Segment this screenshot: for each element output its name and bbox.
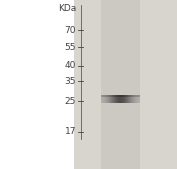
Bar [136,95,137,103]
Bar [105,95,106,97]
Bar [116,95,117,97]
Bar [108,95,109,97]
Bar [111,95,112,103]
Bar [135,95,136,103]
Bar [137,95,138,103]
Bar [106,95,107,103]
Text: 17: 17 [65,127,76,136]
Bar [128,95,129,97]
Bar [122,95,123,97]
Bar [137,95,138,97]
Bar [127,95,128,103]
Bar [118,95,119,97]
Bar [135,95,136,97]
Bar [124,95,125,103]
Bar [125,95,126,97]
Bar [104,95,105,103]
Bar [109,95,110,103]
Bar [124,95,125,97]
Bar [132,95,133,103]
Bar [127,95,128,97]
Bar [107,95,108,97]
Text: 40: 40 [65,61,76,70]
Bar [74,0,177,169]
Bar [128,95,129,103]
Bar [107,95,108,103]
Bar [139,95,140,97]
Bar [104,95,105,97]
Bar [129,95,130,103]
Bar [120,95,121,97]
Bar [126,95,127,97]
Text: 35: 35 [65,77,76,86]
Bar [133,95,134,97]
Bar [119,95,120,103]
Bar [120,95,121,103]
Bar [101,0,140,169]
Bar [102,95,103,97]
Bar [101,95,102,97]
Bar [115,95,116,97]
Bar [131,95,132,103]
Bar [117,95,118,97]
Bar [134,95,135,97]
Bar [118,95,119,103]
Bar [114,95,115,97]
Bar [110,95,111,97]
Text: 70: 70 [65,26,76,35]
Bar [111,95,112,97]
Bar [130,95,131,103]
Bar [123,95,124,97]
Bar [122,95,123,103]
Bar [113,95,114,103]
Bar [125,95,126,103]
Bar [115,95,116,103]
Bar [102,95,103,103]
Text: KDa: KDa [58,4,76,13]
Bar [116,95,117,103]
Text: 25: 25 [65,97,76,106]
Bar [139,95,140,103]
Bar [131,95,132,97]
Bar [105,95,106,103]
Bar [132,95,133,97]
Bar [117,95,118,103]
Bar [138,95,139,103]
Bar [103,95,104,97]
Bar [101,95,102,103]
Bar [109,95,110,97]
Bar [114,95,115,103]
Bar [103,95,104,103]
Bar [129,95,130,97]
Bar [106,95,107,97]
Bar [136,95,137,97]
Bar [113,95,114,97]
Bar [138,95,139,97]
Bar [126,95,127,103]
Bar [108,95,109,103]
Bar [110,95,111,103]
Bar [133,95,134,103]
Bar [130,95,131,97]
Text: 55: 55 [65,43,76,52]
Bar [112,95,113,97]
Bar [134,95,135,103]
Bar [119,95,120,97]
Bar [123,95,124,103]
Bar [121,95,122,103]
Bar [121,95,122,97]
Bar [112,95,113,103]
